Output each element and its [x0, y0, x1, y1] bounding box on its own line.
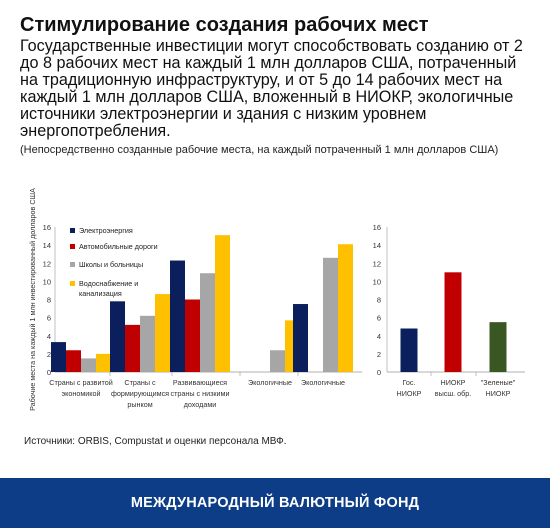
x-category-label: рынком [127, 400, 152, 409]
bar-1-group-1 [51, 342, 66, 372]
bar-4-group-5 [338, 244, 353, 372]
header: Стимулирование создания рабочих мест Гос… [20, 14, 535, 157]
x-category-label: НИОКР [441, 378, 466, 387]
x-category-label: Экологичные [248, 378, 292, 387]
y-tick-label: 12 [373, 259, 381, 268]
y-tick-label: 14 [373, 241, 381, 250]
legend-swatch [70, 244, 75, 249]
bar-2-group-2 [125, 324, 140, 372]
x-category-label: Экологичные [301, 378, 345, 387]
legend-label: Электроэнергия [79, 226, 133, 235]
bar-4-group-2 [155, 294, 170, 372]
bar-3-group-1 [81, 358, 96, 372]
x-category-label: высш. обр. [435, 389, 471, 398]
y-tick-label: 2 [47, 350, 51, 359]
bar-3-group-2 [140, 315, 155, 372]
charts-svg: 0 2 4 6 8 10 12 14 16 Рабочие места на каждый 1 м… [28, 188, 525, 411]
x-category-label: Гос. [403, 378, 416, 387]
y-tick-label: 10 [373, 277, 381, 286]
source-note: Источники: ORBIS, Compustat и оценки пер… [24, 436, 287, 447]
y-tick-label: 6 [377, 314, 381, 323]
y-axis-label: Рабочие места на каждый 1 млн инвестиров… [28, 188, 37, 411]
x-category-label: Страны с развитой [49, 378, 112, 387]
bar-1 [400, 328, 418, 372]
bar-1-group-3 [170, 260, 185, 372]
legend-swatch [70, 262, 75, 267]
bar-2-group-1 [66, 350, 81, 372]
bar-4-group-3 [215, 235, 230, 372]
y-tick-label: 8 [377, 296, 381, 305]
legend-swatch [70, 281, 75, 286]
bar-4-group-1 [96, 353, 111, 372]
y-tick-label: 2 [377, 350, 381, 359]
bar-2-group-3 [185, 299, 200, 372]
legend-label: Водоснабжение и [79, 279, 138, 288]
y-tick-label: 16 [43, 223, 51, 232]
chart-note: (Непосредственно созданные рабочие места… [20, 144, 499, 156]
y-tick-label: 6 [47, 314, 51, 323]
y-tick-label: 12 [43, 259, 51, 268]
y-tick-label: 0 [377, 368, 381, 377]
bar-2 [444, 272, 462, 372]
legend-label: Школы и больницы [79, 260, 143, 269]
legend-swatch [70, 228, 75, 233]
x-category-label: экономикой [61, 389, 100, 398]
footer-banner: МЕЖДУНАРОДНЫЙ ВАЛЮТНЫЙ ФОНД [0, 478, 550, 528]
y-tick-label: 14 [43, 241, 51, 250]
bar-3-group-3 [200, 273, 215, 372]
y-tick-label: 4 [47, 332, 51, 341]
y-tick-label: 0 [47, 368, 51, 377]
x-category-label: НИОКР [397, 389, 422, 398]
x-category-label: Развивающиеся [173, 378, 227, 387]
lede-text: Государственные инвестиции могут способс… [20, 37, 523, 140]
bar-3 [489, 322, 507, 372]
bar-3-group-4 [270, 350, 285, 372]
y-tick-label: 8 [47, 296, 51, 305]
bar-1-group-2 [110, 301, 125, 372]
bar-1-group-5 [293, 304, 308, 372]
x-category-label: страны с низкими [171, 389, 230, 398]
x-category-label: НИОКР [486, 389, 511, 398]
y-tick-label: 16 [373, 223, 381, 232]
legend-label: Автомобильные дороги [79, 242, 158, 251]
footer-org-name: МЕЖДУНАРОДНЫЙ ВАЛЮТНЫЙ ФОНД [130, 495, 420, 511]
bar-3-group-5 [323, 257, 338, 372]
page-title: Стимулирование создания рабочих мест [20, 14, 429, 36]
y-tick-label: 10 [43, 277, 51, 286]
x-category-label: "Зеленые" [481, 378, 516, 387]
legend-label-cont: канализация [79, 289, 122, 298]
x-category-label: формирующимся [111, 389, 169, 398]
x-category-label: доходами [184, 400, 217, 409]
y-tick-label: 4 [377, 332, 381, 341]
x-category-label: Страны с [124, 378, 156, 387]
